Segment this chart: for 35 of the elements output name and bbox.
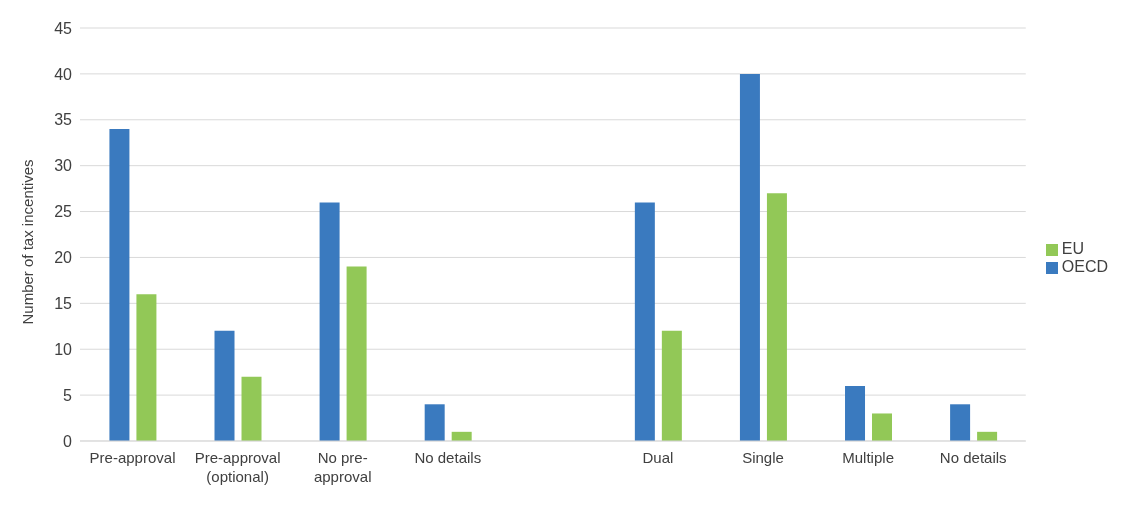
y-tick-label: 35: [54, 111, 73, 129]
bar: [136, 294, 157, 441]
y-tick-label: 0: [63, 432, 73, 450]
x-tick-label: No details: [414, 449, 482, 466]
y-axis-title: Number of tax incentives: [19, 159, 37, 325]
bar: [661, 330, 682, 441]
bar: [634, 202, 655, 441]
bar: [424, 404, 445, 441]
bar: [214, 330, 235, 441]
y-tick-label: 40: [54, 65, 73, 83]
x-tick-label: No pre-approval: [313, 449, 372, 485]
y-tick-label: 45: [54, 19, 73, 37]
bar: [346, 266, 367, 441]
bar: [739, 73, 760, 441]
x-tick-label: No details: [939, 449, 1007, 466]
x-tick-label: Single: [742, 449, 784, 466]
bar: [766, 193, 787, 441]
x-tick-label: Pre-approval: [89, 449, 176, 466]
bar: [872, 413, 893, 441]
x-tick-label: Dual: [642, 449, 674, 466]
bar: [950, 404, 971, 441]
y-tick-label: 5: [63, 386, 73, 404]
y-tick-label: 10: [54, 340, 73, 358]
x-tick-label: Pre-approval (optional): [194, 449, 281, 485]
y-tick-label: 30: [54, 157, 73, 175]
legend-label: OECD: [1061, 258, 1108, 275]
y-tick-label: 20: [54, 249, 73, 267]
bar: [319, 202, 340, 441]
x-tick-label: Multiple: [842, 449, 894, 466]
y-tick-label: 25: [54, 203, 73, 221]
legend-label: EU: [1061, 240, 1084, 257]
bar: [109, 128, 130, 441]
y-tick-label: 15: [54, 295, 73, 313]
bar: [241, 376, 262, 441]
bar: [845, 385, 866, 441]
